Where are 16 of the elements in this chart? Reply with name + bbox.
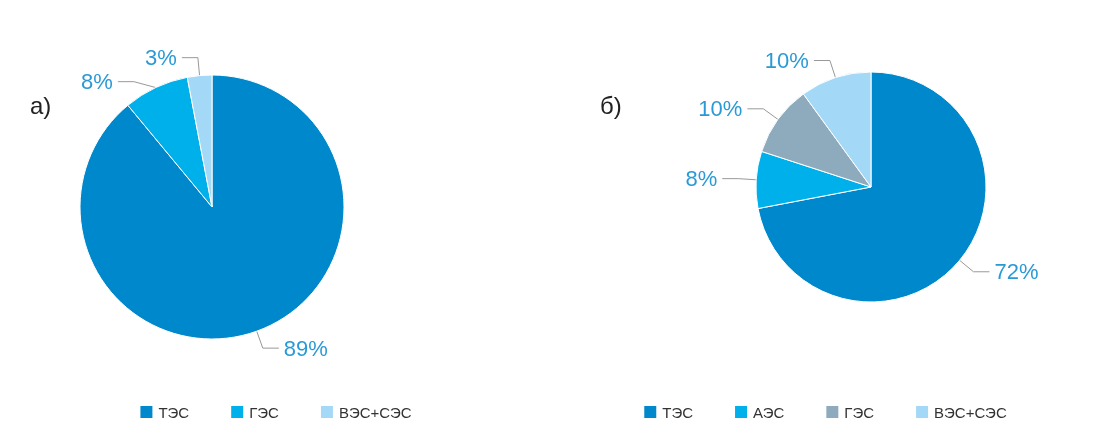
legend-label: АЭС bbox=[753, 403, 785, 421]
legend-label: ВЭС+СЭС bbox=[934, 403, 1007, 421]
text: б) bbox=[600, 91, 622, 119]
data-label: 72% bbox=[994, 259, 1039, 285]
legend-label: ГЭС bbox=[844, 403, 875, 421]
data-label: 8% bbox=[685, 166, 718, 192]
legend-label: ТЭС bbox=[158, 403, 190, 421]
legend-label: ТЭС bbox=[662, 403, 694, 421]
text: а) bbox=[30, 91, 52, 119]
data-label: 10% bbox=[698, 96, 743, 122]
legend-label: ГЭС bbox=[249, 403, 280, 421]
legend-label: ВЭС+СЭС bbox=[338, 403, 412, 421]
data-label: 10% bbox=[764, 48, 809, 74]
data-label: 8% bbox=[81, 69, 113, 95]
data-label: 89% bbox=[283, 335, 328, 361]
data-label: 3% bbox=[145, 45, 177, 71]
